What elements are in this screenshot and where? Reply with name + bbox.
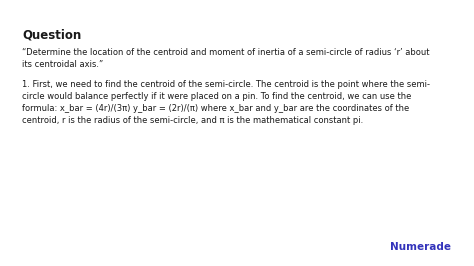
Text: Question: Question (22, 28, 81, 41)
Text: 1. First, we need to find the centroid of the semi-circle. The centroid is the p: 1. First, we need to find the centroid o… (22, 80, 430, 126)
Text: Numerade: Numerade (390, 242, 451, 252)
Text: “Determine the location of the centroid and moment of inertia of a semi-circle o: “Determine the location of the centroid … (22, 48, 429, 69)
